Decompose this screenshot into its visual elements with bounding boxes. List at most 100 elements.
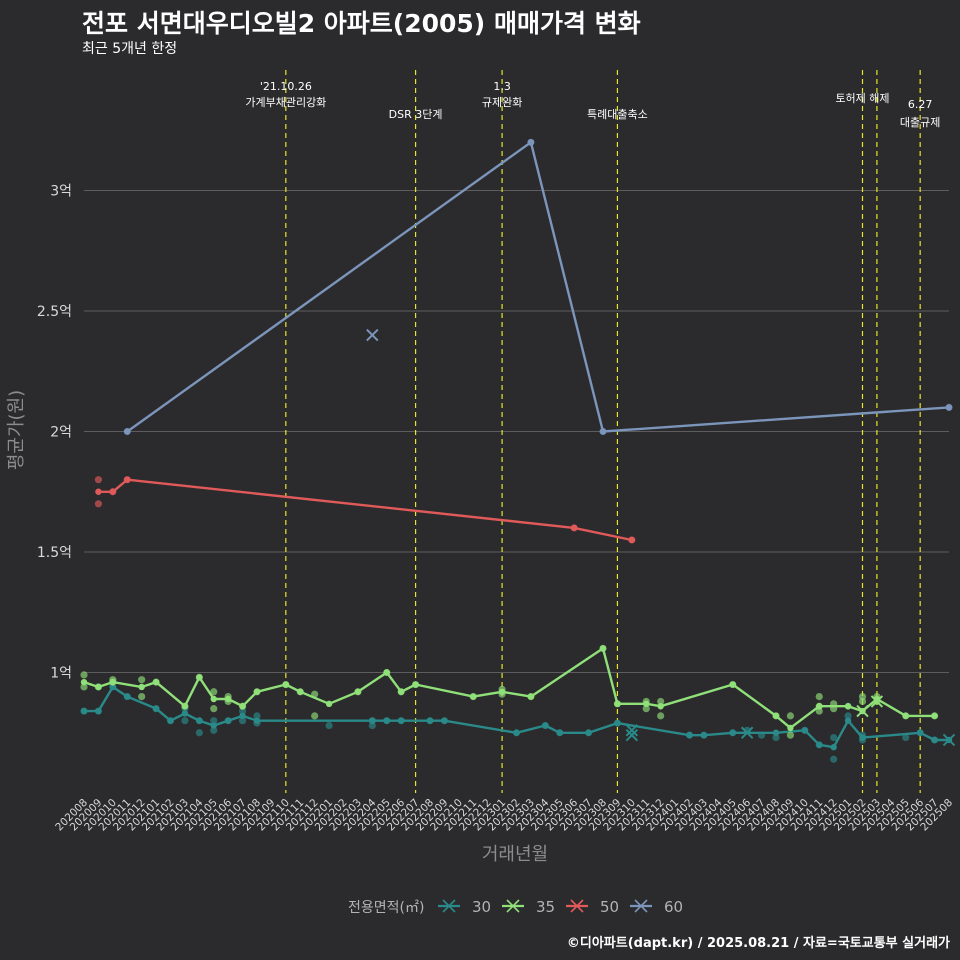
y-tick-label: 3억 (50, 184, 72, 200)
event-label: 1.3 (493, 80, 511, 93)
line-point (181, 703, 189, 710)
legend-item-50: 50 (566, 898, 619, 916)
line-point (196, 717, 203, 724)
line-point (470, 693, 477, 700)
y-tick-label: 2억 (50, 425, 72, 441)
line-point (686, 731, 693, 739)
line-point (210, 695, 217, 703)
data-point (786, 731, 795, 739)
data-point (94, 500, 103, 508)
line-point (816, 703, 823, 710)
data-point (80, 671, 88, 679)
line-point (787, 724, 794, 732)
line-point (599, 428, 607, 435)
line-point (801, 727, 809, 734)
grid-lines (84, 190, 949, 673)
data-point (815, 693, 823, 701)
series-30 (80, 683, 956, 763)
data-point (138, 676, 146, 684)
data-point (138, 693, 146, 701)
line-point (542, 722, 549, 729)
line-point (830, 744, 837, 751)
line-point (124, 428, 131, 435)
line-point (80, 707, 88, 715)
data-point (238, 717, 247, 725)
line-point (369, 717, 376, 724)
x-mark (740, 726, 754, 739)
line-point (816, 741, 823, 748)
line-point (556, 729, 563, 736)
series-50 (94, 476, 636, 544)
line-point (224, 717, 232, 724)
line-point (628, 536, 636, 544)
line-point (282, 681, 290, 688)
line-point (325, 700, 333, 708)
line-point (513, 729, 520, 736)
legend-label: 30 (472, 898, 491, 916)
data-point (80, 683, 88, 691)
line-point (397, 688, 405, 695)
line-point (181, 710, 189, 717)
line-point (902, 712, 909, 720)
line-point (354, 688, 362, 695)
line-point (383, 669, 390, 676)
line-point (772, 712, 780, 720)
legend-item-60: 60 (630, 898, 683, 916)
line-point (383, 717, 390, 724)
x-mark (625, 728, 639, 742)
line-point (859, 734, 866, 741)
line-point (152, 705, 160, 712)
x-mark (366, 328, 379, 342)
legend-title: 전용면적(㎡) (348, 900, 424, 916)
line-point (196, 674, 203, 681)
line-point (643, 700, 650, 708)
y-tick-label: 2.5억 (37, 304, 72, 320)
series-line (83, 647, 935, 730)
y-tick-label: 1.5억 (37, 545, 72, 561)
line-point (916, 729, 924, 736)
event-label: 가계부채관리강화 (245, 96, 326, 109)
line-point (772, 729, 780, 736)
series-line (126, 141, 950, 433)
event-label: 토허제 해제 (835, 91, 889, 105)
data-point (325, 721, 333, 730)
data-point (210, 717, 218, 725)
series-60 (123, 138, 953, 436)
line-point (239, 712, 246, 720)
line-point (614, 719, 621, 727)
line-point (498, 688, 506, 695)
line-point (700, 731, 708, 739)
event-label: 대출규제 (900, 116, 940, 129)
data-point (253, 712, 261, 720)
data-point (642, 705, 650, 713)
legend-swatch-x (506, 899, 520, 913)
x-mark (625, 724, 639, 737)
line-point (931, 736, 938, 744)
data-point (94, 476, 103, 484)
line-point (224, 695, 232, 703)
series-line (84, 685, 949, 749)
event-label: 6.27 (908, 98, 933, 111)
series-35 (80, 644, 939, 739)
line-point (152, 678, 160, 686)
data-point (657, 712, 665, 720)
line-point (210, 722, 217, 729)
line-point (527, 139, 535, 146)
data-point (195, 729, 203, 737)
line-point (729, 681, 736, 688)
data-point (181, 717, 189, 725)
event-label: 특례대출축소 (587, 108, 648, 121)
line-point (945, 404, 953, 411)
line-point (95, 707, 102, 715)
data-point (844, 712, 852, 720)
legend: 전용면적(㎡) 30 35 50 60 (348, 898, 683, 916)
data-point (830, 755, 838, 763)
legend-swatch-x (570, 899, 584, 913)
line-point (397, 717, 405, 724)
x-mark (870, 695, 884, 708)
line-point (124, 476, 131, 483)
x-axis-ticks: 2020082020092020102020112020122021012021… (53, 796, 955, 833)
line-point (426, 717, 434, 724)
